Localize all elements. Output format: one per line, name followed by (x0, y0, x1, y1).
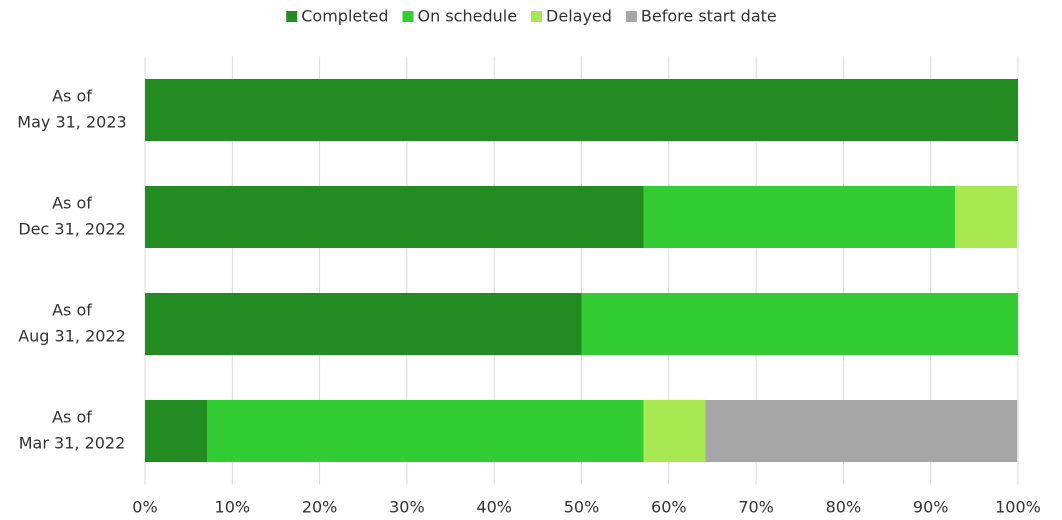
x-tick-label: 40% (476, 498, 512, 517)
bar-segment (581, 293, 1018, 355)
x-tick-label: 30% (389, 498, 425, 517)
x-tick-label: 100% (995, 498, 1041, 517)
bar-segment (643, 400, 706, 462)
x-tick-label: 10% (215, 498, 251, 517)
x-tick-label: 90% (913, 498, 949, 517)
x-tick-label: 20% (302, 498, 338, 517)
y-tick-label: As of (52, 408, 92, 427)
legend-swatch (531, 11, 543, 22)
bar-segment (145, 400, 207, 462)
x-tick-label: 80% (826, 498, 862, 517)
legend-label: Delayed (546, 7, 612, 26)
bar-segment (705, 400, 1018, 462)
x-tick-label: 50% (564, 498, 600, 517)
legend-label: On schedule (418, 7, 518, 26)
legend-label: Completed (301, 7, 388, 26)
bar-segment (145, 293, 582, 355)
y-tick-label: As of (52, 87, 92, 106)
legend-label: Before start date (641, 7, 777, 26)
y-tick-label: May 31, 2023 (17, 113, 126, 132)
legend-swatch (286, 11, 298, 22)
x-tick-label: 60% (651, 498, 687, 517)
y-tick-label: Aug 31, 2022 (18, 327, 126, 346)
bar-segment (145, 186, 644, 248)
bar-segment (206, 400, 644, 462)
legend: Completed On schedule Delayed Before start … (286, 7, 777, 26)
legend-swatch (625, 11, 637, 22)
x-tick-label: 70% (738, 498, 774, 517)
legend-swatch (402, 11, 414, 22)
y-tick-label: Dec 31, 2022 (18, 220, 125, 239)
bar-segment (643, 186, 956, 248)
y-tick-label: As of (52, 301, 92, 320)
y-tick-label: As of (52, 194, 92, 213)
bar-segment (955, 186, 1018, 248)
x-tick-label: 0% (132, 498, 157, 517)
y-tick-label: Mar 31, 2022 (19, 434, 126, 453)
bar-segment (145, 79, 1018, 141)
